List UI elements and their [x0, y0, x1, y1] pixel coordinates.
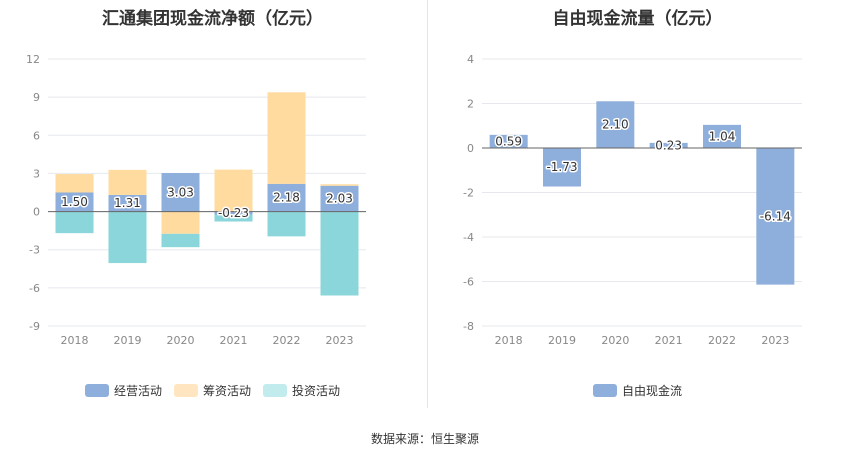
legend-label-financing: 筹资活动 [202, 384, 251, 398]
x-tick-label: 2019 [114, 334, 142, 347]
left-chart-panel: 汇通集团现金流净额（亿元） 12 9 6 3 0 -3 -6 -9 1.50 1.31 3.03 -0… [0, 0, 425, 420]
bar-2021-s0 [214, 211, 253, 215]
legend-swatch-financing [173, 384, 198, 397]
y-tick-label: 12 [26, 53, 40, 66]
bar-2020-s2 [161, 233, 200, 248]
panel-divider [427, 0, 428, 408]
bar-2019-s0 [543, 148, 581, 187]
bar-2023-s0 [756, 148, 795, 285]
data-label-2019: 1.31 [114, 196, 141, 210]
legend-swatch-operating [84, 384, 109, 397]
y-tick-label: 0 [33, 206, 40, 219]
data-source-note: 数据来源：恒生聚源 [370, 432, 479, 446]
y-tick-label: 2 [467, 98, 474, 111]
right-chart-panel: 自由现金流量（亿元） 4 2 0 -2 -4 -6 -8 0.59 -1.73 2.10 0.23 1… [425, 0, 850, 420]
y-tick-label: -6 [463, 276, 474, 289]
x-tick-label: 2018 [61, 334, 89, 347]
bar-2018-s2 [55, 211, 94, 234]
x-tick-label: 2022 [273, 334, 301, 347]
x-tick-label: 2020 [167, 334, 195, 347]
bar-2019-s2 [108, 211, 147, 264]
x-tick-label: 2023 [761, 334, 789, 347]
y-tick-label: 0 [467, 142, 474, 155]
data-label-2023: 2.03 [326, 192, 353, 206]
data-label-2020: 3.03 [167, 185, 194, 199]
bar-2021-s2 [214, 214, 253, 222]
y-tick-label: -6 [29, 282, 40, 295]
x-tick-label: 2020 [601, 334, 629, 347]
legend-swatch-free-cash-flow [592, 384, 617, 397]
bar-2021-s0 [649, 142, 688, 148]
bar-2022-s1 [267, 92, 306, 184]
bar-2023-s0 [320, 185, 359, 212]
y-tick-label: 6 [33, 129, 40, 142]
legend-swatch-investing [263, 384, 287, 397]
x-tick-label: 2023 [326, 334, 354, 347]
x-tick-label: 2021 [655, 334, 683, 347]
legend-item-investing[interactable]: 投资活动 [263, 382, 340, 399]
right-chart-svg: 4 2 0 -2 -4 -6 -8 0.59 -1.73 2.10 0.23 1.04 -6.14 201… [463, 53, 802, 347]
bar-2018-s0 [55, 192, 94, 212]
data-label-2023: -6.14 [760, 209, 791, 223]
bar-2023-s2 [320, 211, 359, 296]
x-tick-label: 2021 [220, 334, 248, 347]
bar-2020-s0 [161, 173, 200, 212]
bar-2018-s1 [55, 174, 94, 193]
data-label-2022: 2.18 [273, 191, 300, 205]
legend-label-investing: 投资活动 [292, 384, 341, 398]
legend-label-free-cash-flow: 自由现金流 [621, 384, 682, 398]
bar-2022-s0 [703, 124, 741, 148]
bar-2023-s1 [320, 184, 359, 186]
bar-2018-s0 [489, 134, 528, 148]
x-tick-label: 2019 [548, 334, 576, 347]
y-tick-label: 4 [467, 53, 474, 66]
bar-2019-s1 [108, 169, 147, 195]
legend-item-operating[interactable]: 经营活动 [84, 382, 162, 399]
bar-2019-s0 [108, 194, 147, 212]
x-tick-label: 2022 [708, 334, 736, 347]
data-label-2019: -1.73 [546, 160, 577, 174]
right-chart-title: 自由现金流量（亿元） [552, 9, 723, 29]
data-label-2020: 2.10 [602, 118, 629, 132]
data-label-2021: -0.23 [218, 206, 249, 220]
bar-2022-s0 [267, 183, 306, 212]
y-tick-label: 3 [33, 167, 40, 180]
bar-2021-s1 [214, 169, 253, 212]
x-tick-label: 2018 [495, 334, 523, 347]
left-chart-title: 汇通集团现金流净额（亿元） [102, 9, 323, 29]
data-label-2018: 0.59 [495, 134, 522, 148]
y-tick-label: -9 [29, 320, 40, 333]
left-legend: 经营活动 筹资活动 投资活动 [0, 382, 425, 399]
left-chart-svg: 12 9 6 3 0 -3 -6 -9 1.50 1.31 3.03 -0.23 2.18 2.03 201… [26, 53, 366, 347]
bar-2020-s0 [596, 101, 635, 148]
legend-label-operating: 经营活动 [113, 384, 162, 398]
data-label-2021: 0.23 [655, 138, 682, 152]
bar-2020-s1 [161, 211, 200, 234]
data-label-2022: 1.04 [709, 129, 736, 143]
data-label-2018: 1.50 [61, 195, 88, 209]
y-tick-label: -3 [29, 244, 40, 257]
y-tick-label: -2 [463, 187, 474, 200]
y-tick-label: -8 [463, 320, 474, 333]
legend-item-financing[interactable]: 筹资活动 [173, 382, 251, 399]
y-tick-label: -4 [463, 231, 474, 244]
bar-2022-s2 [267, 211, 306, 237]
right-legend: 自由现金流 [425, 382, 850, 399]
legend-item-free-cash-flow[interactable]: 自由现金流 [592, 382, 682, 399]
y-tick-label: 9 [33, 91, 40, 104]
